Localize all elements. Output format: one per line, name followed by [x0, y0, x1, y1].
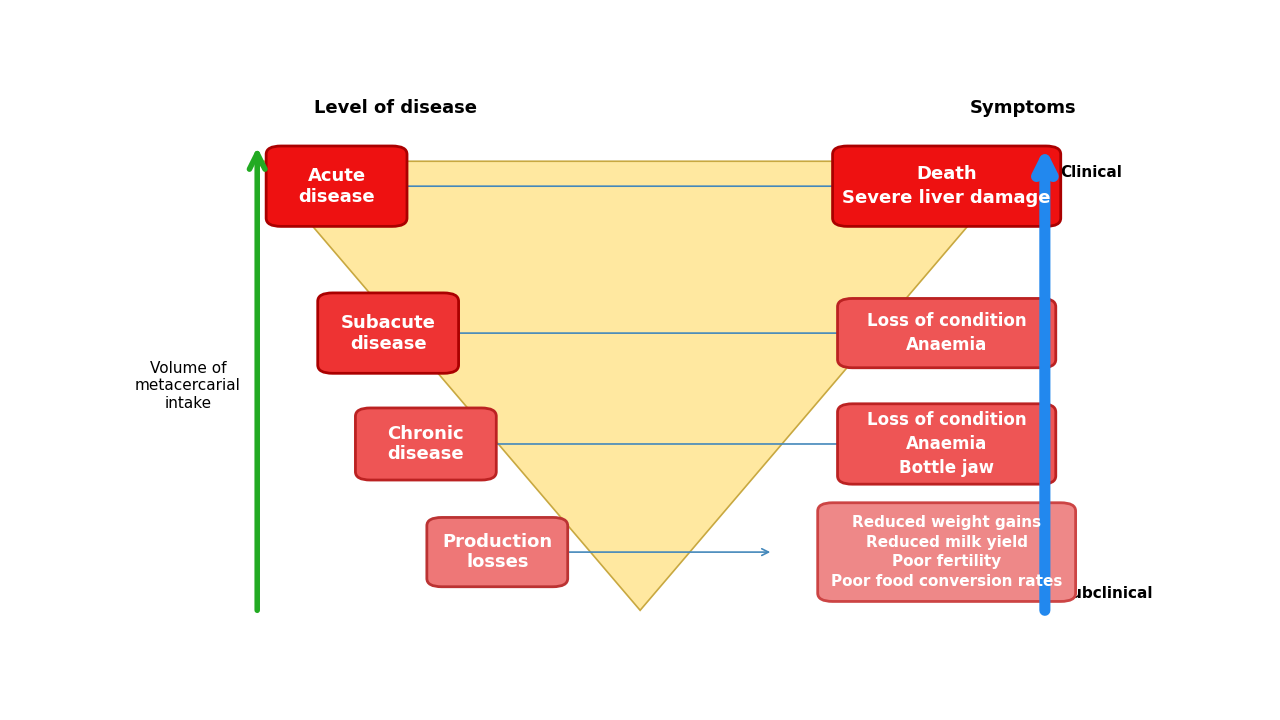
Text: Clinical: Clinical [1061, 165, 1123, 180]
FancyBboxPatch shape [837, 404, 1056, 484]
FancyBboxPatch shape [837, 299, 1056, 368]
FancyBboxPatch shape [832, 146, 1061, 226]
FancyBboxPatch shape [356, 408, 497, 480]
FancyBboxPatch shape [317, 293, 458, 373]
Polygon shape [257, 161, 1023, 611]
Text: Symptoms: Symptoms [970, 99, 1076, 117]
Text: Death
Severe liver damage: Death Severe liver damage [842, 166, 1051, 207]
Text: Subacute
disease: Subacute disease [340, 314, 435, 353]
Text: Volume of
metacercarial
intake: Volume of metacercarial intake [134, 361, 241, 410]
FancyBboxPatch shape [818, 503, 1075, 601]
Text: Loss of condition
Anaemia
Bottle jaw: Loss of condition Anaemia Bottle jaw [867, 411, 1027, 477]
Text: Reduced weight gains
Reduced milk yield
Poor fertility
Poor food conversion rate: Reduced weight gains Reduced milk yield … [831, 515, 1062, 589]
FancyBboxPatch shape [426, 518, 568, 587]
Text: Level of disease: Level of disease [314, 99, 476, 117]
Text: Subclinical: Subclinical [1061, 586, 1153, 601]
Text: Chronic
disease: Chronic disease [388, 425, 465, 464]
Text: Production
losses: Production losses [442, 533, 553, 572]
Text: Acute
disease: Acute disease [298, 167, 375, 206]
Text: Loss of condition
Anaemia: Loss of condition Anaemia [867, 312, 1027, 354]
FancyBboxPatch shape [266, 146, 407, 226]
